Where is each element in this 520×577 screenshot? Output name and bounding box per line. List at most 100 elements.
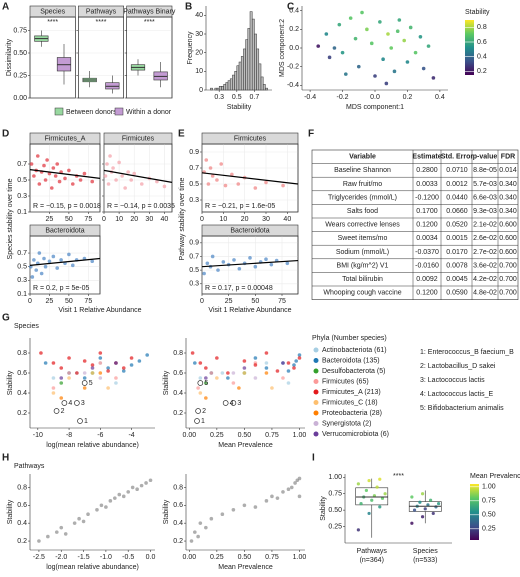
table-cell: Whooping cough vaccine (323, 290, 401, 297)
point (369, 41, 374, 46)
point (359, 501, 363, 506)
point (67, 168, 71, 173)
point (70, 263, 75, 268)
point (63, 532, 68, 536)
bar (245, 39, 249, 91)
legend-label: Firmicutes_A (213) (322, 389, 381, 396)
x-tick-label: 30 (262, 216, 270, 223)
fit-line (201, 172, 299, 185)
y-axis-label: Stability (7, 370, 14, 395)
y-tick-label: 0.50 (328, 507, 342, 514)
y-tick-label: 0.50 (13, 50, 27, 57)
table-cell: 5.7e-03 (473, 181, 497, 188)
legend-swatch (313, 368, 319, 374)
point (204, 366, 208, 370)
point (270, 494, 274, 499)
y-tick-label: 0.5 (189, 267, 199, 274)
bar (223, 84, 227, 91)
y-tick-label: 0.8 (173, 350, 183, 357)
highlight-label: 5 (89, 380, 93, 387)
highlight-label: 1 (201, 418, 205, 425)
y-tick-label: 30 (195, 31, 203, 38)
x-axis-label: MDS component:1 (346, 104, 404, 111)
table-cell: 0.2800 (416, 167, 438, 174)
point (381, 57, 385, 61)
table-cell: 0.340 (499, 208, 517, 215)
point (193, 361, 197, 365)
point (297, 356, 302, 360)
plot-border (103, 143, 173, 213)
colorbar-tick-label: 0.4 (477, 54, 487, 61)
point (198, 521, 203, 525)
point (137, 359, 142, 363)
point (397, 18, 402, 22)
bar (262, 84, 266, 91)
x-tick-label: Pathways (357, 548, 388, 555)
plot-border (126, 16, 173, 99)
point (108, 499, 113, 503)
point (47, 259, 52, 264)
y-tick-label: 0.7 (17, 161, 27, 168)
point (37, 182, 42, 186)
x-tick-label: 50 (251, 298, 259, 305)
x-tick-sublabel: (n=364) (360, 557, 384, 564)
point (286, 369, 291, 373)
point (59, 258, 63, 262)
point (29, 162, 34, 166)
point (30, 275, 35, 279)
y-tick-label: 0.4 (17, 390, 27, 397)
x-tick-label: 0.3 (214, 94, 224, 101)
y-tick-label: 0.6 (17, 502, 27, 509)
box (355, 487, 389, 506)
legend-label: Firmicutes_C (18) (322, 399, 378, 406)
table-cell: BMI (kg/m^2) V1 (337, 262, 389, 269)
point (392, 69, 397, 74)
highlight-label: 1 (84, 418, 88, 425)
bar (254, 33, 257, 91)
y-tick-label: 0.8 (17, 350, 27, 357)
point (292, 363, 296, 367)
note: 4: Lactococcus lactis_E (420, 391, 493, 398)
point (324, 32, 329, 36)
x-tick-label: 0.2 (403, 94, 413, 101)
table-cell: 0.0092 (416, 276, 438, 283)
point (39, 271, 44, 276)
legend-swatch (313, 358, 319, 363)
table-cell: Triglycerides (mmol/L) (328, 194, 397, 201)
table-cell: 0.340 (499, 181, 517, 188)
highlight (222, 400, 229, 406)
y-tick-label: 20 (195, 50, 203, 57)
legend-swatch (114, 107, 124, 116)
point (286, 361, 291, 365)
y-tick-label: 1.00 (328, 474, 342, 481)
highlight-label: 4 (230, 400, 234, 407)
point (426, 503, 430, 507)
y-tick-label: 0.4 (289, 8, 299, 15)
point (148, 478, 153, 483)
x-tick-label: 1.00 (293, 432, 307, 439)
panel-letter: A (2, 2, 9, 13)
significance: **** (144, 19, 155, 26)
y-tick-label: 0.5 (189, 181, 199, 188)
y-tick-label: 0.5 (17, 177, 27, 184)
x-axis-label: Mean Prevalence (218, 564, 273, 571)
bar (221, 86, 224, 91)
x-tick-label: 0.00 (182, 554, 196, 561)
highlight-label: 3 (81, 400, 85, 407)
y-tick-label: 0.4 (17, 520, 27, 527)
panel-letter: F (308, 129, 314, 140)
fit-line (29, 257, 101, 266)
point (231, 381, 236, 385)
legend-label: Actinobacteriota (61) (322, 347, 387, 354)
point (43, 361, 48, 365)
point (82, 371, 87, 375)
bar (249, 11, 253, 91)
y-tick-label: 0.2 (173, 410, 183, 417)
plot-border (29, 16, 76, 99)
point (237, 386, 241, 390)
point (90, 179, 95, 184)
table-cell: 0.700 (499, 276, 517, 283)
y-tick-label: 0.3 (189, 197, 199, 204)
y-axis-label: Pathway stability over time (179, 177, 186, 260)
